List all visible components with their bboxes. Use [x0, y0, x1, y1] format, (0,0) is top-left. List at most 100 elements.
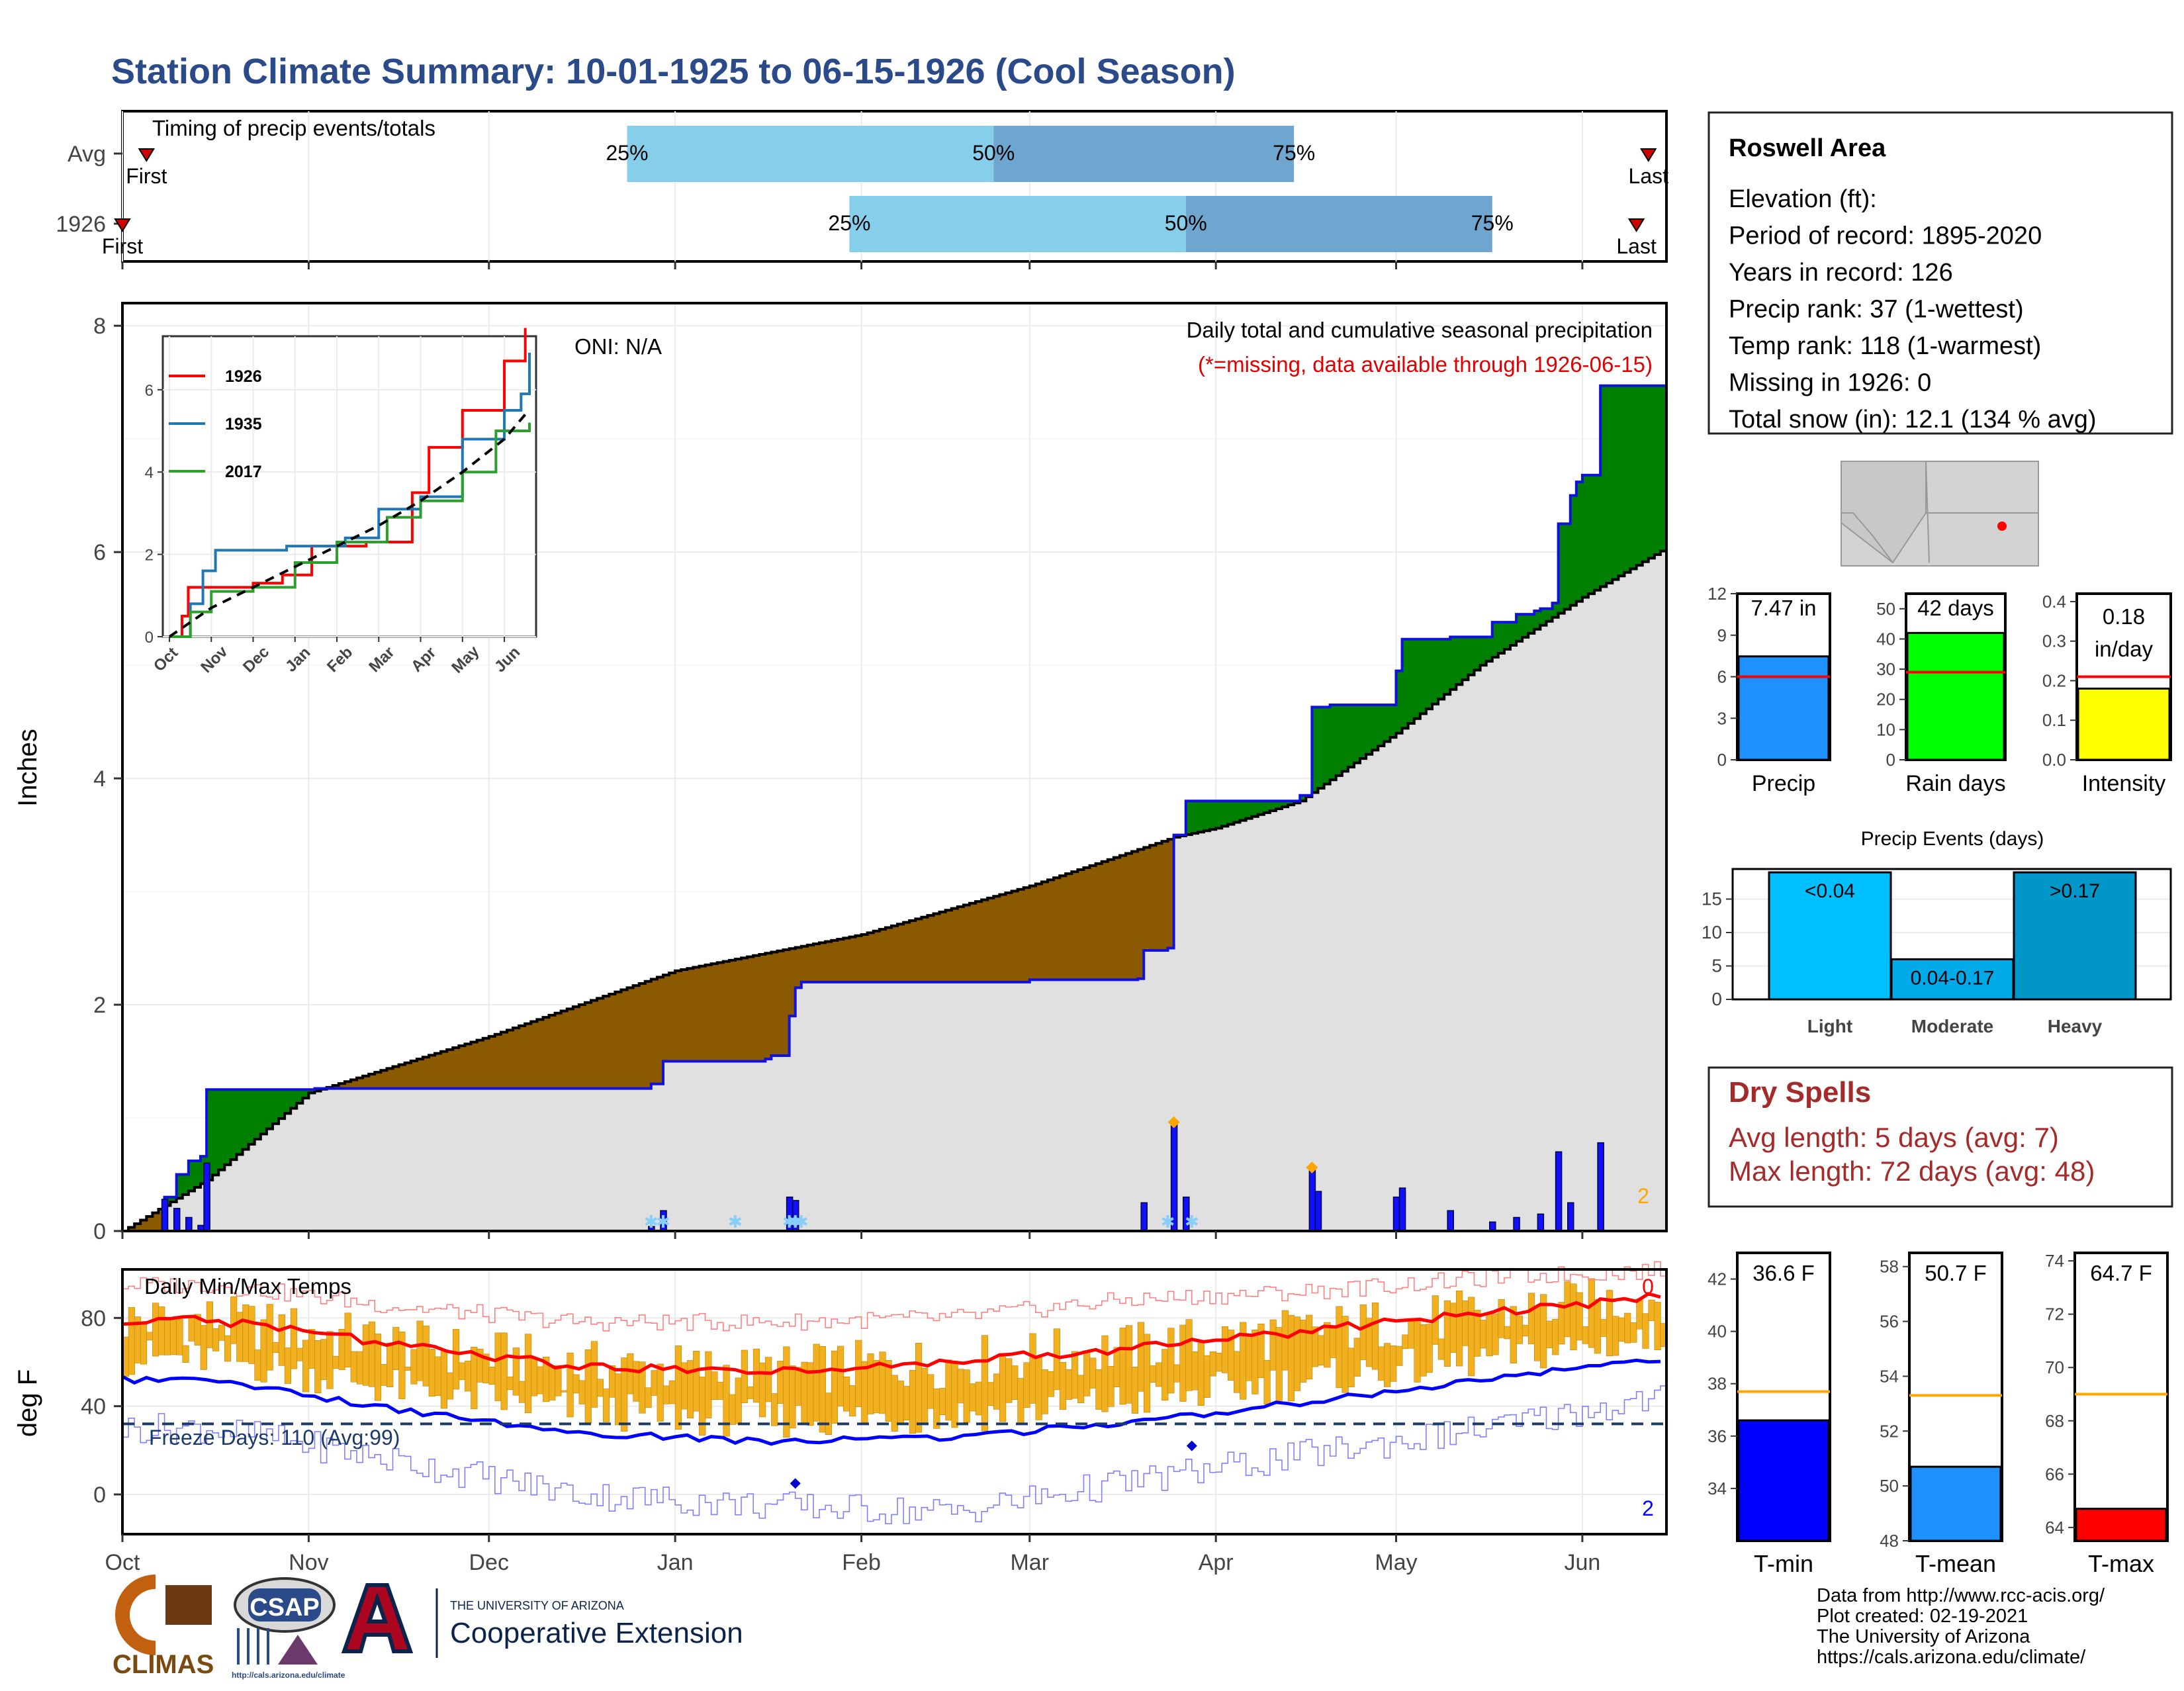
daily-temp-bar	[1173, 1364, 1181, 1383]
precip-grey-area	[873, 982, 880, 1231]
precip-deficit-area	[807, 944, 814, 982]
daily-temp-bar	[729, 1394, 736, 1425]
daily-temp-bar	[969, 1383, 976, 1412]
precip-grey-area	[1660, 551, 1667, 1231]
precip-grey-area	[537, 1088, 544, 1231]
daily-temp-bar	[1443, 1300, 1451, 1367]
precip-surplus-area	[1282, 801, 1289, 807]
precip-grey-area	[465, 1088, 472, 1231]
daily-temp-bar	[440, 1349, 448, 1409]
precip-grey-area	[398, 1088, 406, 1231]
timing-bar-25-50	[627, 126, 994, 182]
precip-grey-area	[404, 1088, 412, 1231]
precip-surplus-area	[1654, 385, 1661, 555]
precip-grey-area	[1240, 820, 1247, 1231]
precip-grey-area	[1173, 837, 1181, 1231]
precip-grey-area	[921, 982, 929, 1231]
daily-temp-bar	[1065, 1369, 1073, 1400]
precip-grey-area	[1119, 980, 1126, 1231]
precip-deficit-area	[1113, 857, 1120, 980]
precip-deficit-area	[909, 921, 916, 982]
precip-deficit-area	[795, 947, 802, 988]
precip-deficit-area	[537, 1019, 544, 1089]
precip-surplus-area	[1240, 801, 1247, 821]
precip-deficit-area	[1144, 847, 1150, 950]
precip-deficit-area	[1017, 889, 1024, 982]
daily-temp-bar	[1029, 1333, 1036, 1404]
precip-deficit-area	[572, 1007, 580, 1089]
summary-tick-label: 40	[1876, 629, 1895, 649]
precip-deficit-area	[1071, 872, 1078, 980]
precip-grey-area	[428, 1088, 435, 1231]
precip-grey-area	[1558, 613, 1565, 1231]
daily-temp-bar	[963, 1369, 970, 1423]
precip-deficit-area	[765, 953, 772, 1060]
precip-surplus-area	[1504, 622, 1511, 649]
daily-temp-bar	[494, 1332, 502, 1401]
precip-grey-area	[1023, 982, 1030, 1231]
snow-marker: ✱	[794, 1212, 809, 1232]
daily-temp-bar	[662, 1385, 670, 1404]
daily-temp-bar	[1636, 1299, 1643, 1330]
summary-bars: 7.47 in 0 3 6 9 12 Precip 42 days 0 10 20 30 40 50 Rai…	[1707, 584, 2172, 796]
daily-temp-bar	[392, 1327, 400, 1371]
temp-value-label: 64.7 F	[2090, 1261, 2152, 1285]
temp-y-axis-label: deg F	[13, 1369, 42, 1437]
temp-tick-label: 74	[2045, 1251, 2064, 1271]
daily-precip-bar	[1513, 1216, 1520, 1232]
summary-tick-label: 30	[1876, 659, 1895, 679]
temp-bar-label: T-min	[1754, 1550, 1813, 1577]
precip-surplus-area	[1606, 385, 1613, 584]
precip-grey-area	[381, 1088, 388, 1231]
precip-surplus-area	[1251, 801, 1259, 817]
precip-grey-area	[801, 982, 808, 1231]
precip-surplus-area	[1528, 614, 1535, 633]
daily-temp-bar	[1474, 1310, 1481, 1357]
precip-grey-area	[1083, 980, 1091, 1231]
daily-temp-bar	[332, 1355, 340, 1369]
daily-temp-bar	[1642, 1313, 1649, 1349]
precip-surplus-area	[1516, 614, 1523, 641]
temp-tick-label: 58	[1880, 1257, 1899, 1277]
precip-deficit-area	[471, 1042, 478, 1089]
daily-temp-bar	[314, 1340, 322, 1394]
precip-grey-area	[1077, 980, 1085, 1231]
daily-temp-bar	[1455, 1290, 1463, 1367]
daily-temp-bar	[1005, 1358, 1013, 1403]
precip-deficit-area	[849, 937, 856, 982]
precip-surplus-area	[1396, 670, 1403, 733]
daily-temp-bar	[1468, 1297, 1475, 1377]
precip-deficit-area	[759, 954, 766, 1062]
precip-deficit-area	[561, 1011, 568, 1089]
summary-tick-label: 0.2	[2042, 670, 2066, 690]
daily-temp-bar	[1359, 1304, 1367, 1360]
precip-grey-area	[1312, 792, 1319, 1231]
timing-panel: Timing of precip events/totals Avg 25% 50% 7…	[56, 110, 1668, 269]
temp-tick-label: 70	[2045, 1357, 2064, 1377]
precip-grey-area	[1438, 699, 1445, 1231]
precip-grey-area	[891, 982, 898, 1231]
precip-grey-area	[453, 1088, 459, 1231]
precip-deficit-area	[945, 910, 952, 982]
precip-surplus-area	[296, 1089, 303, 1103]
daily-temp-bar	[350, 1351, 357, 1383]
timing-last-marker	[1639, 148, 1657, 162]
precip-grey-area	[447, 1088, 453, 1231]
precip-grey-area	[1600, 586, 1607, 1231]
precip-deficit-area	[482, 1038, 490, 1089]
daily-temp-bar	[530, 1358, 538, 1396]
temp-bar	[1737, 1419, 1830, 1542]
precip-grey-area	[669, 1061, 676, 1231]
daily-temp-bar	[590, 1341, 598, 1408]
temp-tick-label: 52	[1880, 1421, 1899, 1441]
precip-grey-area	[765, 1059, 772, 1231]
daily-temp-bar	[1293, 1316, 1301, 1391]
precip-grey-area	[1197, 832, 1205, 1231]
daily-temp-bar	[446, 1372, 454, 1400]
precip-deficit-area	[873, 931, 880, 982]
temp-bar	[2075, 1508, 2167, 1542]
daily-temp-bar	[218, 1324, 226, 1341]
events-bar-label: Moderate	[1911, 1016, 1993, 1036]
precip-grey-area	[939, 982, 946, 1231]
precip-grey-area	[410, 1088, 418, 1231]
